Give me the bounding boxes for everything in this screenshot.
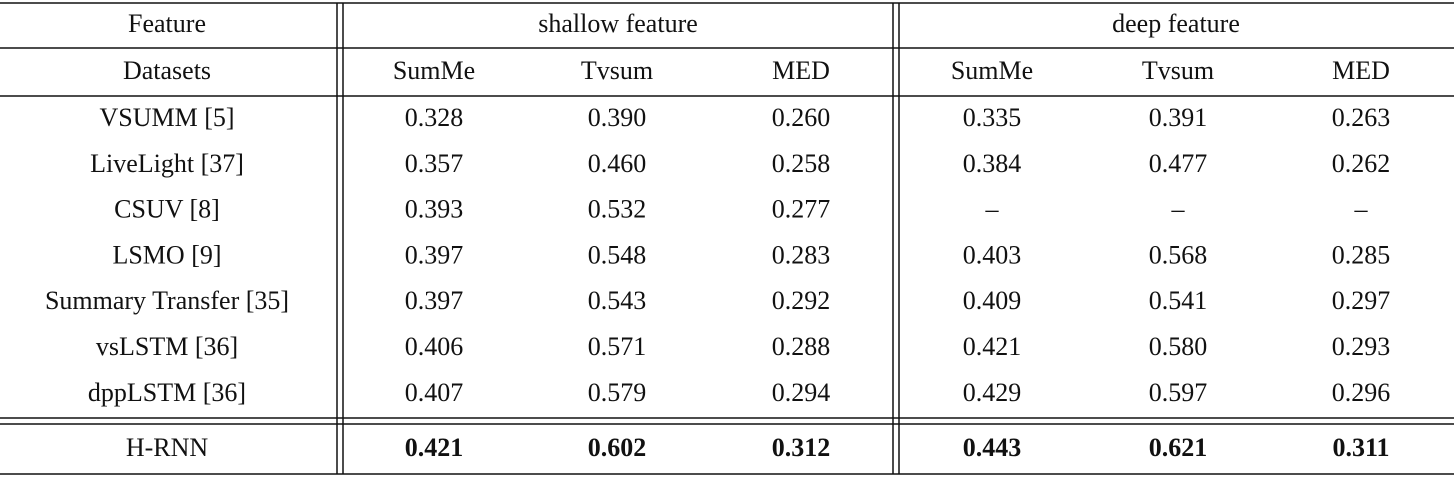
value-cell: 0.397 [405,240,464,269]
method-cell: LSMO [9] [112,240,221,269]
value-cell: – [985,195,1000,224]
value-cell: 0.621 [1149,433,1208,462]
method-cell: Summary Transfer [35] [45,286,289,315]
value-cell: – [1171,195,1186,224]
header-cell: Feature [128,9,206,38]
value-cell: 0.296 [1332,378,1391,407]
value-cell: 0.543 [588,286,647,315]
value-cell: 0.409 [963,286,1022,315]
method-cell: LiveLight [37] [90,149,244,178]
value-cell: 0.258 [772,149,831,178]
value-cell: 0.393 [405,195,464,224]
value-cell: 0.429 [963,378,1022,407]
value-cell: 0.285 [1332,240,1391,269]
value-cell: 0.571 [588,332,647,361]
value-cell: 0.541 [1149,286,1208,315]
header-cell: Datasets [123,56,211,85]
column-header: MED [772,56,830,85]
method-cell: H-RNN [126,433,209,462]
value-cell: 0.262 [1332,149,1391,178]
column-header: Tvsum [1142,56,1214,85]
column-header: SumMe [951,56,1033,85]
group-header: shallow feature [538,9,698,38]
value-cell: 0.548 [588,240,647,269]
value-cell: 0.580 [1149,332,1208,361]
value-cell: 0.407 [405,378,464,407]
value-cell: 0.421 [963,332,1022,361]
value-cell: 0.292 [772,286,831,315]
value-cell: 0.260 [772,103,831,132]
value-cell: 0.397 [405,286,464,315]
value-cell: – [1354,195,1369,224]
value-cell: 0.312 [772,433,831,462]
value-cell: 0.311 [1332,433,1389,462]
method-cell: CSUV [8] [114,195,220,224]
value-cell: 0.283 [772,240,831,269]
value-cell: 0.579 [588,378,647,407]
value-cell: 0.335 [963,103,1022,132]
value-cell: 0.384 [963,149,1022,178]
method-cell: VSUMM [5] [99,103,234,132]
column-header: Tvsum [581,56,653,85]
method-cell: dppLSTM [36] [88,378,246,407]
value-cell: 0.443 [963,433,1022,462]
value-cell: 0.390 [588,103,647,132]
value-cell: 0.288 [772,332,831,361]
value-cell: 0.421 [405,433,464,462]
value-cell: 0.391 [1149,103,1208,132]
method-cell: vsLSTM [36] [96,332,238,361]
column-header: SumMe [393,56,475,85]
value-cell: 0.357 [405,149,464,178]
group-header: deep feature [1112,9,1240,38]
value-cell: 0.602 [588,433,647,462]
value-cell: 0.297 [1332,286,1391,315]
value-cell: 0.263 [1332,103,1391,132]
value-cell: 0.477 [1149,149,1208,178]
value-cell: 0.403 [963,240,1022,269]
value-cell: 0.532 [588,195,647,224]
value-cell: 0.294 [772,378,831,407]
column-header: MED [1332,56,1390,85]
value-cell: 0.597 [1149,378,1208,407]
value-cell: 0.460 [588,149,647,178]
value-cell: 0.277 [772,195,831,224]
value-cell: 0.293 [1332,332,1391,361]
value-cell: 0.328 [405,103,464,132]
value-cell: 0.406 [405,332,464,361]
value-cell: 0.568 [1149,240,1208,269]
